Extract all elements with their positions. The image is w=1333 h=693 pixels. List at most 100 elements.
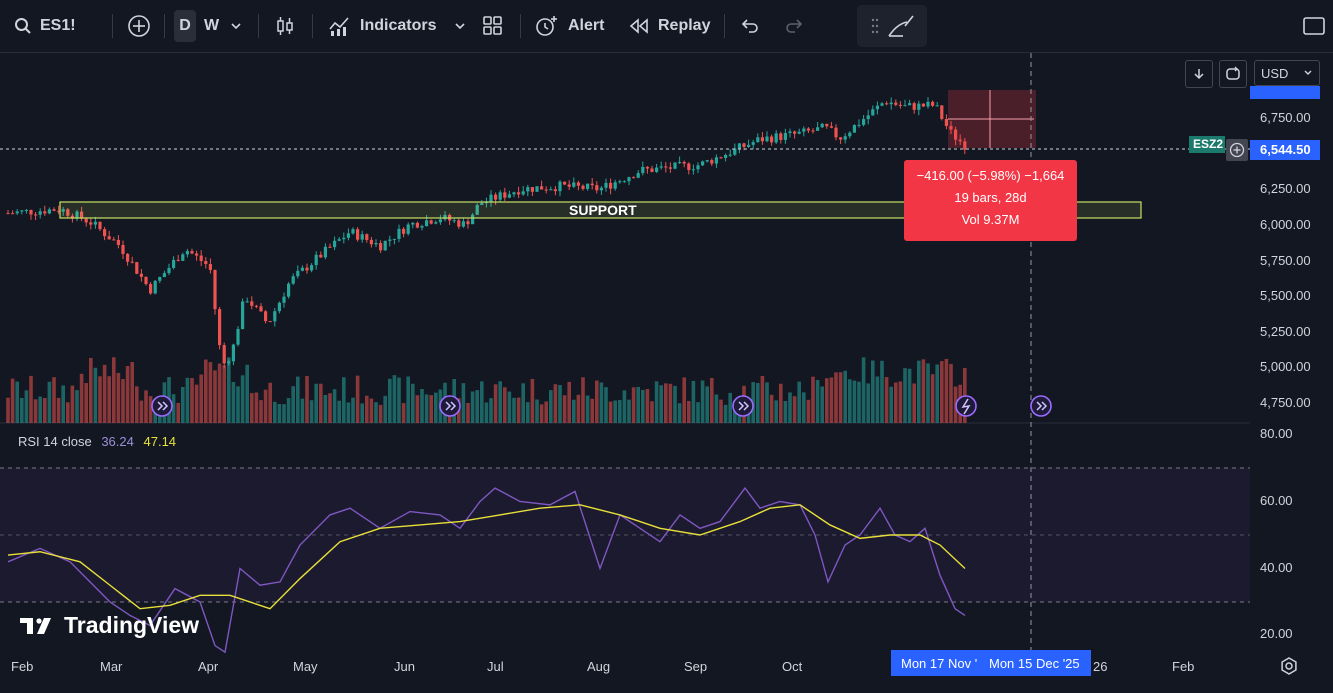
volume-bar	[769, 394, 774, 423]
candle-body	[365, 234, 369, 240]
alert-label: Alert	[568, 17, 605, 34]
measure-tooltip: −416.00 (−5.98%) −1,664 19 bars, 28d Vol…	[904, 160, 1077, 241]
volume-bar	[33, 399, 38, 423]
candle-body	[20, 210, 24, 212]
candle-body	[696, 165, 700, 170]
time-scale[interactable]: Feb Mar Apr May Jun Jul Aug Sep Oct 26 F…	[0, 655, 1250, 679]
candle-body	[544, 189, 548, 191]
chart-canvas[interactable]	[0, 53, 1250, 657]
candle-body	[825, 123, 829, 127]
volume-bar	[806, 399, 811, 423]
volume-bar	[599, 382, 604, 423]
candle-body	[912, 103, 916, 110]
volume-bar	[254, 392, 259, 423]
volume-bar	[572, 399, 576, 423]
replay-button[interactable]: Replay	[628, 10, 710, 42]
candle-body	[816, 127, 820, 131]
candle-body	[811, 130, 815, 132]
currency-label: USD	[1261, 65, 1289, 81]
candle-body	[241, 301, 245, 330]
volume-bar	[346, 402, 351, 423]
volume-bar	[498, 381, 502, 423]
add-plus-button[interactable]	[1226, 139, 1248, 161]
rsi-legend[interactable]: RSI 14 close 36.24 47.14	[18, 434, 176, 449]
candle-body	[618, 181, 622, 183]
volume-bar	[894, 382, 898, 423]
volume-bar	[43, 398, 47, 423]
volume-bar	[190, 378, 194, 423]
tradingview-watermark[interactable]: TradingView	[20, 612, 199, 639]
range-start-text: Mon 17 Nov '	[901, 655, 978, 671]
candle-body	[397, 228, 401, 239]
candle-body	[526, 187, 530, 192]
undo-button[interactable]	[740, 10, 760, 42]
candle-body	[489, 194, 493, 202]
volume-bar	[673, 385, 677, 423]
volume-bar	[613, 400, 617, 423]
candle-body	[871, 109, 875, 116]
volume-bar	[516, 397, 521, 423]
volume-bar	[420, 389, 424, 423]
volume-bar	[604, 387, 608, 423]
candle-body	[733, 148, 737, 155]
add-symbol-icon	[128, 15, 150, 37]
symbol-search[interactable]: ES1!	[14, 10, 76, 42]
price-scale[interactable]: 6,750.00 6,250.00 6,000.00 5,750.00 5,50…	[1250, 53, 1333, 657]
candle-body	[889, 102, 893, 105]
redo-button[interactable]	[784, 10, 804, 42]
interval-d-button[interactable]: D	[174, 10, 196, 42]
candle-body	[310, 265, 314, 271]
volume-bar	[89, 357, 93, 423]
volume-bar	[723, 404, 728, 423]
volume-bar	[378, 404, 383, 423]
alert-button[interactable]: Alert	[534, 10, 604, 42]
chart-type-button[interactable]	[274, 10, 296, 42]
scroll-to-latest-button[interactable]	[1185, 60, 1213, 88]
candle-body	[379, 243, 383, 251]
indicators-button[interactable]: Indicators	[328, 10, 466, 42]
indicators-label: Indicators	[360, 17, 437, 34]
candle-body	[664, 166, 668, 168]
volume-bar	[369, 398, 374, 423]
candle-body	[388, 239, 392, 241]
time-tick: Sep	[684, 659, 708, 674]
interval-dropdown[interactable]	[230, 10, 242, 42]
candle-body	[93, 221, 97, 225]
volume-bar	[641, 389, 645, 423]
compare-symbol-button[interactable]	[127, 10, 151, 42]
volume-bar	[489, 398, 493, 423]
volume-bar	[56, 397, 61, 423]
volume-bar	[93, 367, 98, 423]
candle-body	[793, 131, 797, 134]
candle-body	[337, 239, 341, 241]
chart-pane[interactable]	[0, 53, 1250, 657]
volume-bar	[677, 403, 682, 423]
drawing-toolbar-toggle[interactable]	[857, 5, 927, 47]
time-settings-button[interactable]	[1279, 656, 1299, 676]
measure-change: −416.00 (−5.98%) −1,664	[916, 168, 1065, 183]
volume-bar	[342, 377, 346, 423]
rsi-tick: 60.00	[1260, 493, 1293, 508]
volume-bar	[250, 393, 254, 423]
candle-body	[434, 222, 438, 224]
price-tick: 5,250.00	[1260, 324, 1311, 339]
volume-bar	[774, 400, 778, 423]
rsi-name: RSI 14 close	[18, 434, 92, 449]
candle-body	[438, 219, 442, 223]
layouts-button[interactable]	[482, 10, 504, 42]
volume-bar	[654, 381, 659, 423]
interval-w-button[interactable]: W	[204, 10, 219, 42]
volume-bar	[466, 402, 470, 423]
volume-bar	[314, 383, 318, 423]
auto-scale-button[interactable]	[1219, 60, 1247, 88]
range-start-label: Mon 17 Nov '	[891, 650, 979, 676]
time-tick: Jun	[394, 659, 415, 674]
candle-body	[277, 302, 281, 312]
fullscreen-button[interactable]	[1302, 10, 1326, 42]
candle-body	[553, 189, 557, 192]
candle-body	[264, 311, 268, 322]
replay-label: Replay	[658, 17, 711, 34]
candle-body	[250, 301, 254, 306]
currency-select[interactable]: USD	[1254, 60, 1320, 86]
symbol-price-tag: ESZ2	[1189, 136, 1225, 153]
